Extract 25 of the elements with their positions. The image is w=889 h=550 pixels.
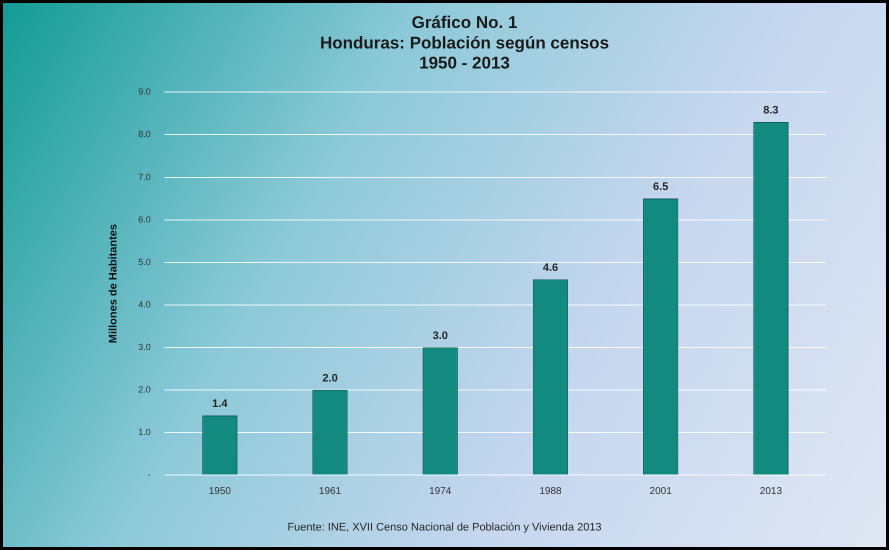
x-tick-label: 1961 bbox=[318, 486, 342, 497]
data-label: 1.4 bbox=[212, 398, 228, 410]
y-tick-label: 7.0 bbox=[138, 172, 151, 182]
y-tick-label: 9.0 bbox=[138, 86, 151, 97]
y-axis-title: Millones de Habitantes bbox=[108, 224, 120, 344]
y-tick-label: 6.0 bbox=[138, 214, 151, 224]
y-tick-label: 5.0 bbox=[138, 256, 151, 267]
data-label: 8.3 bbox=[763, 104, 779, 117]
source-note: Fuente: INE, XVII Censo Nacional de Población y Vivienda 2013 bbox=[287, 522, 602, 534]
x-tick-label: 1950 bbox=[208, 486, 232, 497]
data-label: 4.6 bbox=[542, 262, 558, 274]
y-tick-label: 4.0 bbox=[138, 299, 151, 310]
y-tick-label: - bbox=[148, 469, 151, 480]
y-tick-label: 3.0 bbox=[138, 342, 151, 352]
data-label: 2.0 bbox=[322, 372, 338, 384]
x-tick-label: 2001 bbox=[650, 486, 672, 497]
data-label: 3.0 bbox=[432, 330, 448, 342]
x-tick-label: 1974 bbox=[429, 486, 452, 497]
y-tick-label: 8.0 bbox=[138, 129, 151, 140]
y-tick-label: 1.0 bbox=[138, 426, 151, 437]
data-label: 6.5 bbox=[653, 181, 668, 194]
y-tick-label: 2.0 bbox=[138, 384, 151, 394]
x-tick-label: 1988 bbox=[539, 486, 562, 497]
chart-title: Gráfico No. 1 Honduras: Población según censos 1950 - 2013 bbox=[320, 12, 610, 73]
x-tick-label: 2013 bbox=[760, 486, 782, 497]
